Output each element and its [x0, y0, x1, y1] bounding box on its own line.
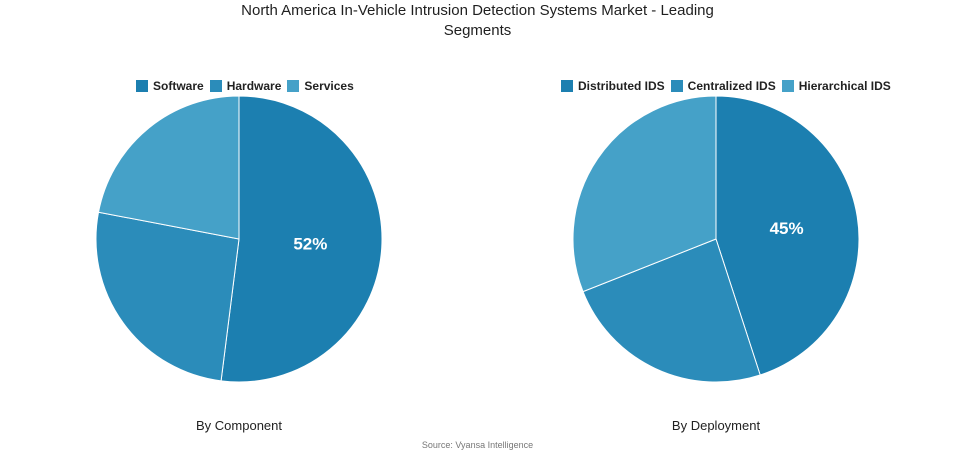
subtitle-by-deployment: By Deployment — [671, 418, 761, 433]
subtitle-by-component: By Component — [196, 418, 282, 433]
pie-slice-hardware[interactable] — [95, 211, 240, 382]
legend-label-centralized-ids: Centralized IDS — [687, 79, 776, 93]
legend-item-services[interactable]: Services — [287, 79, 354, 93]
legend-swatch-hardware — [209, 80, 222, 92]
pie-slice-centralized-ids[interactable] — [582, 238, 761, 383]
pie-slice-hierarchical-ids[interactable] — [572, 95, 717, 293]
legend-label-hierarchical-ids: Hierarchical IDS — [798, 79, 891, 93]
legend-item-centralized-ids[interactable]: Centralized IDS — [670, 79, 776, 93]
legend-label-software: Software — [153, 79, 204, 93]
legend-swatch-software — [136, 80, 148, 92]
legend-label-hardware: Hardware — [226, 79, 282, 93]
chart-title-line-1: North America In-Vehicle Intrusion Detec… — [241, 2, 714, 19]
chart-title: North America In-Vehicle Intrusion Detec… — [0, 1, 955, 41]
legend-label-services: Services — [304, 79, 354, 93]
source-note: Source: Vyansa Intelligence — [421, 440, 534, 450]
legend-swatch-services — [287, 80, 300, 92]
legend-item-hardware[interactable]: Hardware — [209, 79, 282, 93]
legend-swatch-hierarchical-ids — [781, 80, 794, 92]
legend-swatch-centralized-ids — [670, 80, 683, 92]
legend-component: Software Hardware Services — [136, 79, 354, 93]
legend-label-distributed-ids: Distributed IDS — [578, 79, 665, 93]
legend-swatch-distributed-ids — [561, 80, 573, 92]
pie-slice-distributed-ids[interactable] — [715, 95, 860, 376]
data-label-distributed-ids: 45% — [770, 219, 804, 238]
legend-deployment: Distributed IDS Centralized IDS Hierarch… — [561, 79, 891, 93]
legend-item-software[interactable]: Software — [136, 79, 204, 93]
legend-item-distributed-ids[interactable]: Distributed IDS — [561, 79, 665, 93]
pie-slice-software[interactable] — [220, 95, 383, 383]
pie-slice-services[interactable] — [97, 95, 240, 240]
legend-item-hierarchical-ids[interactable]: Hierarchical IDS — [781, 79, 891, 93]
chart-title-line-2: Segments — [443, 22, 512, 39]
data-label-software: 52% — [293, 234, 327, 253]
